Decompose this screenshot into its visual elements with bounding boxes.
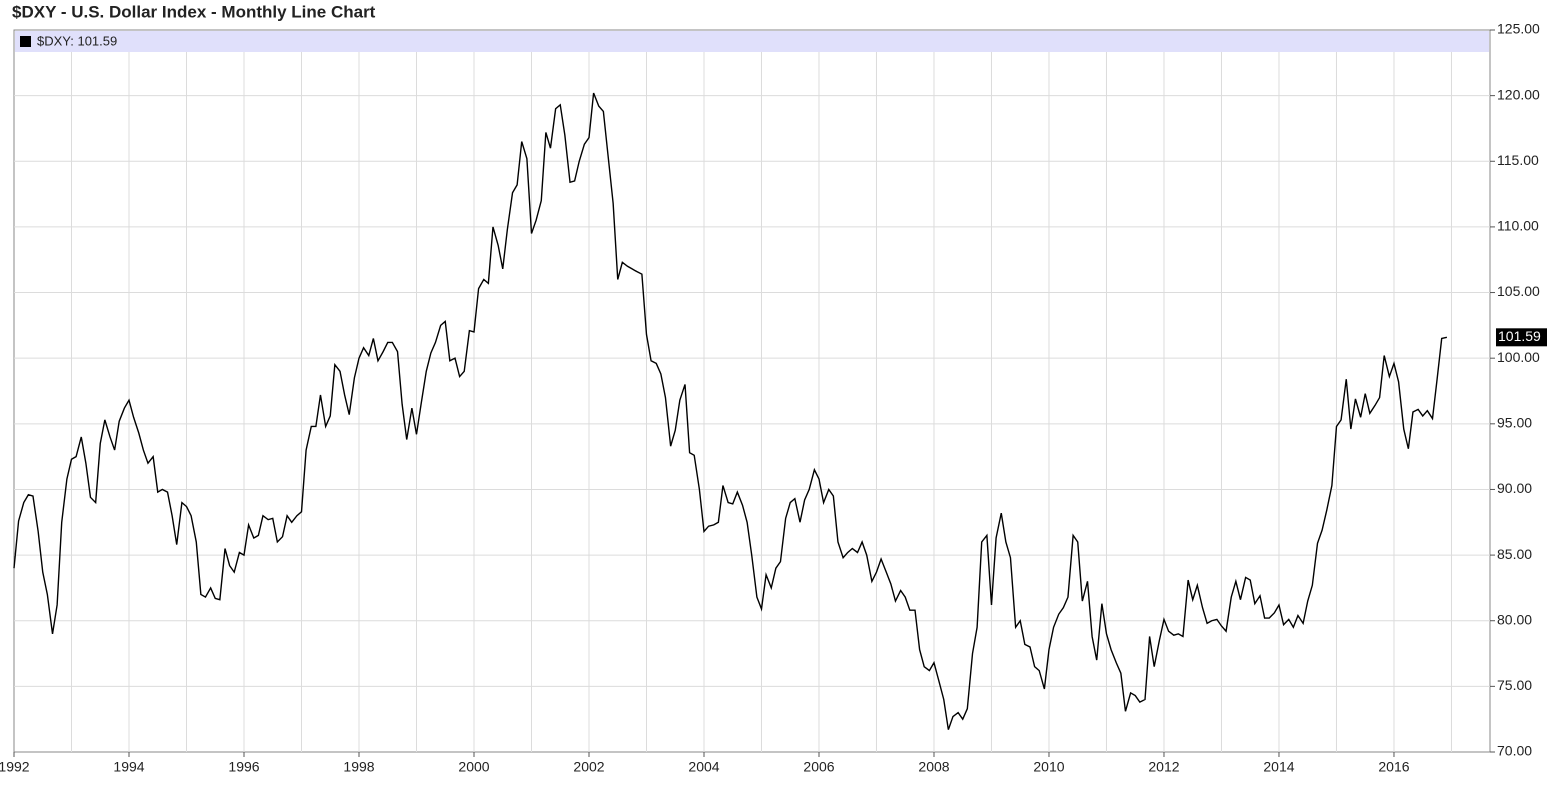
- x-tick-label: 1996: [228, 759, 259, 775]
- x-tick-label: 1992: [0, 759, 30, 775]
- x-tick-label: 2016: [1378, 759, 1409, 775]
- x-tick-label: 2002: [573, 759, 604, 775]
- y-tick-label: 110.00: [1497, 218, 1539, 234]
- y-tick-label: 95.00: [1497, 415, 1532, 431]
- x-tick-label: 1998: [343, 759, 374, 775]
- y-tick-label: 100.00: [1497, 349, 1540, 365]
- y-tick-label: 120.00: [1497, 86, 1540, 102]
- chart-title: $DXY - U.S. Dollar Index - Monthly Line …: [12, 2, 376, 21]
- last-value-label: 101.59: [1498, 328, 1541, 344]
- x-tick-label: 2006: [803, 759, 834, 775]
- y-tick-label: 125.00: [1497, 21, 1540, 37]
- y-tick-label: 105.00: [1497, 283, 1540, 299]
- x-tick-label: 2012: [1148, 759, 1179, 775]
- x-tick-label: 2008: [918, 759, 949, 775]
- last-value-tag: [1496, 328, 1547, 347]
- x-tick-label: 1994: [113, 759, 144, 775]
- y-tick-label: 80.00: [1497, 611, 1532, 627]
- price-line: [13, 92, 1448, 730]
- legend-swatch: [20, 36, 31, 47]
- y-tick-label: 70.00: [1497, 743, 1532, 759]
- x-tick-label: 2004: [688, 759, 719, 775]
- legend-label: $DXY: 101.59: [37, 33, 117, 48]
- legend-band: [15, 31, 1489, 52]
- y-tick-label: 85.00: [1497, 546, 1532, 562]
- y-tick-label: 90.00: [1497, 480, 1532, 496]
- x-tick-label: 2014: [1263, 759, 1294, 775]
- plot-frame: [13, 29, 1491, 753]
- x-tick-label: 2000: [458, 759, 489, 775]
- y-tick-label: 115.00: [1497, 152, 1539, 168]
- y-tick-label: 75.00: [1497, 677, 1532, 693]
- x-tick-label: 2010: [1033, 759, 1064, 775]
